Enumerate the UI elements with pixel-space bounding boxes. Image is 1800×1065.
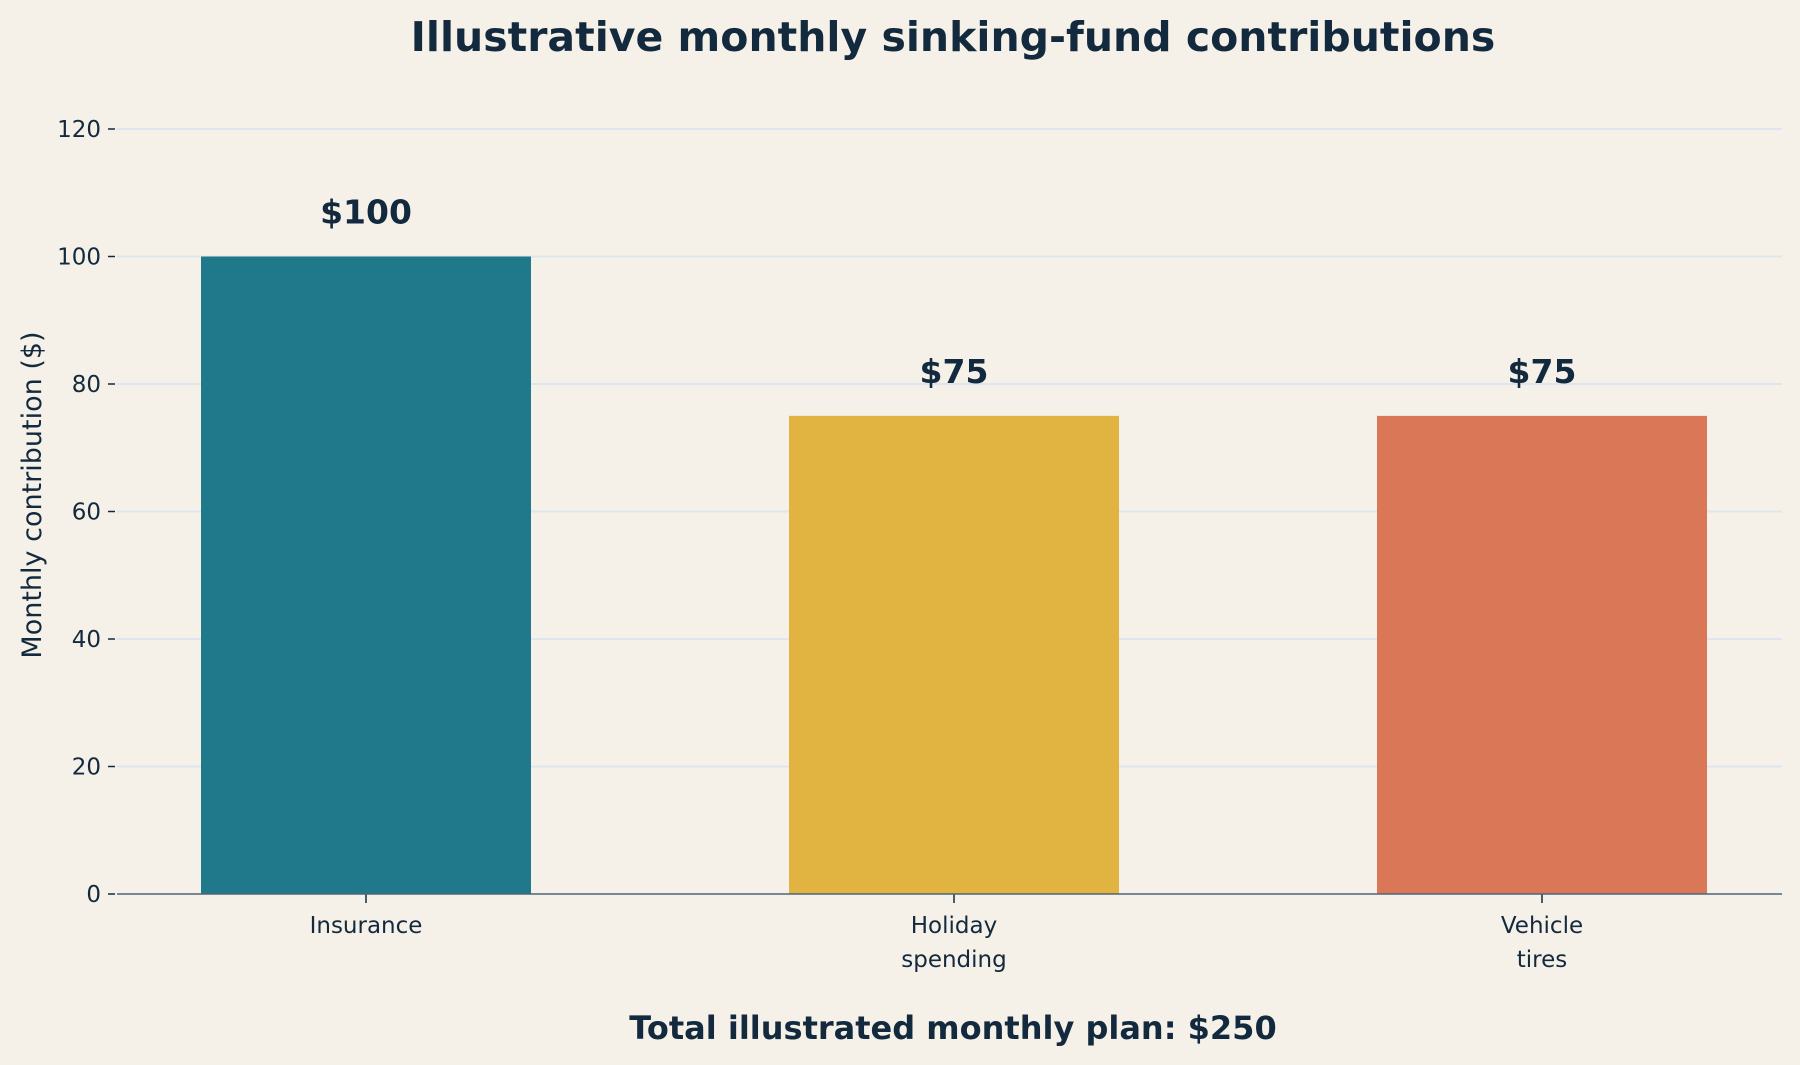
chart-title: Illustrative monthly sinking-fund contri… [411, 13, 1496, 61]
x-tick-label-2-0: Vehicle [1501, 913, 1583, 939]
bar-value-label-0: $100 [320, 193, 412, 232]
x-tick-label-1-1: spending [901, 947, 1006, 973]
y-tick-label-40: 40 [72, 627, 101, 653]
bar-value-labels: $100 $75 $75 [320, 193, 1576, 391]
y-tick-label-80: 80 [72, 372, 101, 398]
bar-2 [1377, 415, 1707, 894]
y-tick-label-0: 0 [86, 882, 101, 908]
y-tick-label-100: 100 [57, 245, 101, 271]
bars [201, 256, 1707, 894]
axes: 0 20 40 60 80 100 120 Insurance Holiday spending V… [57, 117, 1782, 973]
bar-value-label-2: $75 [1508, 352, 1577, 391]
x-tick-label-0-0: Insurance [310, 913, 423, 939]
bar-0 [201, 256, 531, 894]
y-tick-label-60: 60 [72, 500, 101, 526]
x-tick-label-1-0: Holiday [911, 913, 997, 939]
y-tick-label-20: 20 [72, 755, 101, 781]
total-plan-footnote: Total illustrated monthly plan: $250 [629, 1009, 1276, 1047]
bar-1 [789, 415, 1119, 894]
bar-value-label-1: $75 [920, 352, 989, 391]
x-tick-label-2-1: tires [1517, 947, 1568, 973]
y-tick-label-120: 120 [57, 117, 101, 143]
y-axis-title: Monthly contribution ($) [17, 331, 48, 658]
